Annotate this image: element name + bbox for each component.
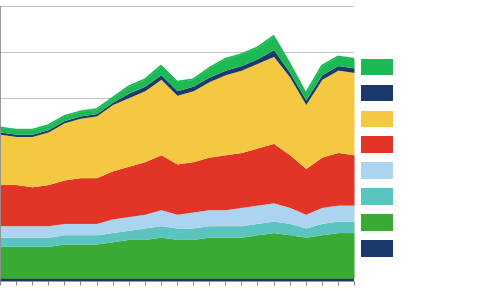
FancyBboxPatch shape xyxy=(360,59,393,75)
FancyBboxPatch shape xyxy=(360,137,393,153)
FancyBboxPatch shape xyxy=(360,240,393,257)
FancyBboxPatch shape xyxy=(360,163,393,179)
FancyBboxPatch shape xyxy=(360,214,393,231)
FancyBboxPatch shape xyxy=(360,84,393,101)
FancyBboxPatch shape xyxy=(360,188,393,205)
FancyBboxPatch shape xyxy=(360,110,393,127)
